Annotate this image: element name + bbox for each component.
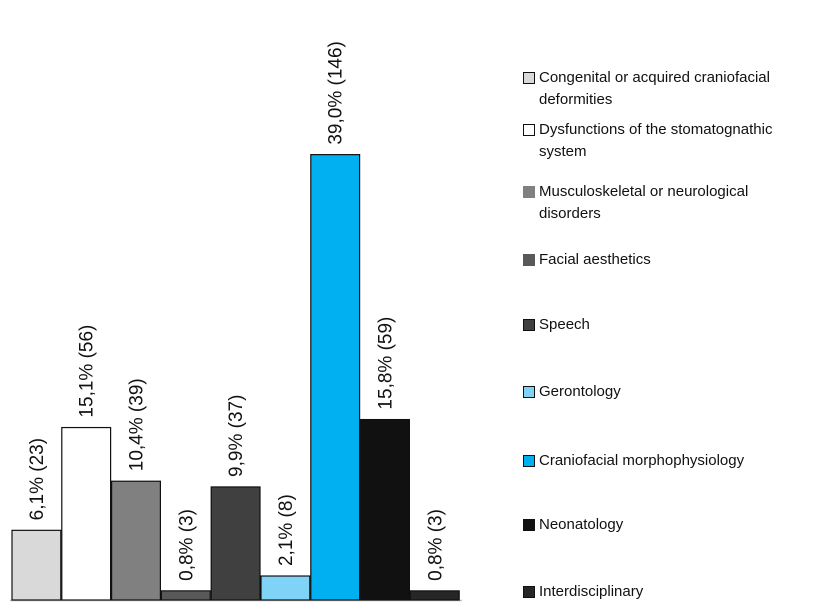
legend-label: Dysfunctions of the stomatognathic syste…	[539, 121, 773, 160]
legend-swatch	[523, 72, 535, 84]
legend-item: Interdisciplinary	[523, 581, 813, 603]
bar	[11, 529, 62, 601]
legend-item: Craniofacial morphophysiology	[523, 450, 813, 472]
legend-label: Facial aesthetics	[539, 251, 651, 268]
value-label: 15,8% (59)	[376, 317, 397, 410]
legend-label: Congenital or acquired craniofacial defo…	[539, 69, 770, 108]
legend-item: Facial aesthetics	[523, 249, 813, 271]
legend-label: Speech	[539, 316, 590, 333]
value-label: 10,4% (39)	[127, 378, 148, 471]
legend-item: Speech	[523, 314, 813, 336]
value-label: 9,9% (37)	[226, 395, 247, 477]
bar	[409, 590, 460, 601]
legend-label: Interdisciplinary	[539, 583, 644, 600]
bar	[360, 418, 411, 601]
legend-item: Neonatology	[523, 514, 813, 536]
legend-label: Neonatology	[539, 516, 624, 533]
legend-item: Gerontology	[523, 381, 813, 403]
legend-swatch	[523, 455, 535, 467]
bar	[160, 590, 211, 601]
bar	[260, 575, 311, 601]
legend-label: Musculoskeletal or neurological disorder…	[539, 183, 749, 222]
value-label: 6,1% (23)	[27, 438, 48, 520]
value-label: 0,8% (3)	[425, 509, 446, 581]
legend-swatch	[523, 186, 535, 198]
legend-item: Congenital or acquired craniofacial defo…	[523, 67, 813, 111]
legend-item: Musculoskeletal or neurological disorder…	[523, 181, 813, 225]
legend-swatch	[523, 319, 535, 331]
legend-swatch	[523, 254, 535, 266]
bar	[310, 154, 361, 601]
value-label: 2,1% (8)	[276, 494, 297, 566]
value-label: 15,1% (56)	[77, 325, 98, 418]
legend-swatch	[523, 519, 535, 531]
value-label: 39,0% (146)	[326, 41, 347, 145]
legend-label: Craniofacial morphophysiology	[539, 452, 745, 469]
bar	[61, 426, 112, 601]
legend-swatch	[523, 124, 535, 136]
legend-swatch	[523, 586, 535, 598]
value-label: 0,8% (3)	[176, 509, 197, 581]
bar	[110, 480, 161, 601]
legend-swatch	[523, 386, 535, 398]
bar	[210, 486, 261, 601]
legend-label: Gerontology	[539, 383, 621, 400]
legend-item: Dysfunctions of the stomatognathic syste…	[523, 119, 813, 163]
